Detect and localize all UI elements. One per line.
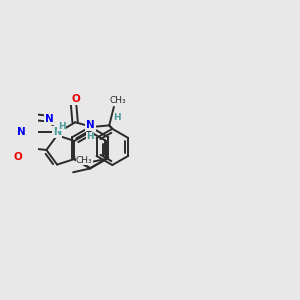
Text: N: N bbox=[45, 114, 54, 124]
Text: N: N bbox=[16, 127, 25, 136]
Text: O: O bbox=[71, 94, 80, 104]
Text: CH₃: CH₃ bbox=[76, 156, 93, 165]
Text: N: N bbox=[86, 120, 95, 130]
Text: N: N bbox=[53, 127, 61, 137]
Text: H: H bbox=[86, 132, 94, 141]
Text: H: H bbox=[113, 113, 121, 122]
Text: O: O bbox=[14, 152, 22, 162]
Text: CH₃: CH₃ bbox=[110, 96, 126, 105]
Text: H: H bbox=[58, 122, 66, 130]
